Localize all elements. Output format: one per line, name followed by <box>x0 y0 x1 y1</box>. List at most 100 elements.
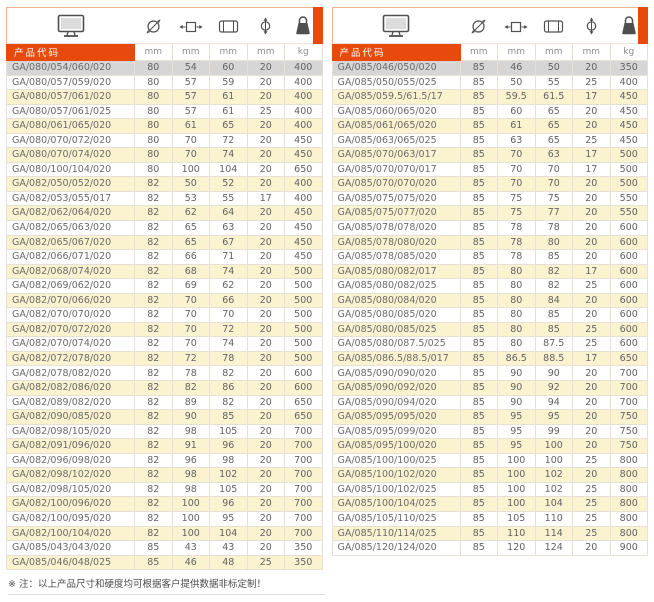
table-row: GA/085/100/104/025 85 100 104 25 800 <box>331 496 648 512</box>
value-cell: 61 <box>209 89 248 105</box>
table-row: GA/082/078/082/020 82 78 82 20 600 <box>6 365 323 382</box>
value-cell: 450 <box>609 118 648 134</box>
value-cell: 82 <box>134 394 173 411</box>
value-cell: 78 <box>209 350 248 367</box>
product-code-cell: GA/085/070/070/020 <box>331 176 461 192</box>
value-cell: 100 <box>497 467 536 483</box>
value-cell: 80 <box>134 147 173 163</box>
value-cell: 20 <box>246 423 285 440</box>
value-cell: 80 <box>134 103 173 120</box>
value-cell: 82 <box>134 249 173 265</box>
spec-table-left: 产品代码 mm mm mm mm kg GA/080/054/060/020 80… <box>6 7 323 571</box>
product-code-cell: GA/082/070/070/020 <box>6 307 135 323</box>
value-cell: 82 <box>134 176 173 192</box>
table-row: GA/082/066/071/020 82 66 71 20 450 <box>6 249 323 265</box>
table-row: GA/080/057/059/020 80 57 59 20 400 <box>6 74 323 91</box>
value-cell: 600 <box>609 336 648 352</box>
value-cell: 500 <box>284 307 323 323</box>
value-cell: 600 <box>284 365 323 382</box>
value-cell: 700 <box>609 365 648 382</box>
width-icon <box>504 20 528 34</box>
value-cell: 600 <box>609 220 648 236</box>
value-cell: 124 <box>534 540 573 556</box>
product-code-cell: GA/082/070/074/020 <box>6 336 135 352</box>
value-cell: 85 <box>459 89 498 105</box>
value-cell: 25 <box>572 481 611 498</box>
product-code-cell: GA/080/057/061/025 <box>6 103 135 120</box>
product-code-cell: GA/082/098/105/020 <box>6 423 135 440</box>
value-cell: 63 <box>209 220 248 236</box>
value-cell: 66 <box>171 249 210 265</box>
value-cell: 450 <box>284 249 323 265</box>
value-cell: 25 <box>572 452 611 469</box>
value-cell: 82 <box>134 263 173 280</box>
product-code-cell: GA/082/096/098/020 <box>6 452 135 469</box>
value-cell: 25 <box>572 321 611 338</box>
value-cell: 20 <box>572 394 611 411</box>
value-cell: 600 <box>609 321 648 338</box>
value-cell: 20 <box>246 350 285 367</box>
table-row: GA/082/065/067/020 82 65 67 20 450 <box>6 234 323 251</box>
value-cell: 20 <box>246 525 285 542</box>
value-cell: 71 <box>209 249 248 265</box>
table-row: GA/085/090/090/020 85 90 90 20 700 <box>331 365 648 382</box>
value-cell: 48 <box>209 554 248 571</box>
value-cell: 60 <box>497 103 536 120</box>
value-cell: 25 <box>572 132 611 149</box>
value-cell: 85 <box>459 307 498 323</box>
value-cell: 17 <box>246 190 285 207</box>
value-cell: 450 <box>609 89 648 105</box>
unit-label: mm <box>534 43 573 61</box>
value-cell: 65 <box>534 103 573 120</box>
value-cell: 66 <box>209 292 248 309</box>
value-cell: 85 <box>459 336 498 352</box>
value-cell: 94 <box>534 394 573 411</box>
value-cell: 25 <box>246 103 285 120</box>
product-code-cell: GA/085/060/065/020 <box>331 103 461 120</box>
value-cell: 54 <box>171 60 210 76</box>
value-cell: 80 <box>497 321 536 338</box>
table-row: GA/085/063/065/025 85 63 65 25 450 <box>331 132 648 149</box>
value-cell: 500 <box>284 321 323 338</box>
value-cell: 85 <box>209 409 248 425</box>
table-row: GA/085/110/114/025 85 110 114 25 800 <box>331 525 648 542</box>
product-code-cell: GA/085/095/100/020 <box>331 438 461 454</box>
product-code-cell: GA/085/078/078/020 <box>331 220 461 236</box>
product-code-cell: GA/080/057/061/020 <box>6 89 135 105</box>
value-cell: 700 <box>284 467 323 483</box>
value-cell: 70 <box>171 336 210 352</box>
value-cell: 85 <box>459 161 498 178</box>
product-code-cell: GA/080/057/059/020 <box>6 74 135 91</box>
value-cell: 104 <box>209 161 248 178</box>
value-cell: 80 <box>497 307 536 323</box>
value-cell: 25 <box>572 336 611 352</box>
value-cell: 85 <box>459 467 498 483</box>
value-cell: 63 <box>534 147 573 163</box>
header-icon-row <box>332 7 648 44</box>
value-cell: 82 <box>134 467 173 483</box>
value-cell: 20 <box>572 409 611 425</box>
product-code-cell: GA/082/065/067/020 <box>6 234 135 251</box>
value-cell: 20 <box>246 249 285 265</box>
value-cell: 25 <box>572 496 611 512</box>
value-cell: 90 <box>534 365 573 382</box>
table-row: GA/085/060/065/020 85 60 65 20 450 <box>331 103 648 120</box>
table-row: GA/085/075/075/020 85 75 75 20 550 <box>331 190 648 207</box>
product-code-cell: GA/085/080/082/017 <box>331 263 461 280</box>
value-cell: 96 <box>171 452 210 469</box>
value-cell: 65 <box>171 220 210 236</box>
table-row: GA/082/050/052/020 82 50 52 20 400 <box>6 176 323 192</box>
table-row: GA/085/080/082/025 85 80 82 25 600 <box>331 278 648 294</box>
value-cell: 20 <box>246 161 285 178</box>
table-row: GA/085/070/063/017 85 70 63 17 500 <box>331 147 648 163</box>
value-cell: 20 <box>572 467 611 483</box>
weight-icon <box>294 16 312 36</box>
value-cell: 600 <box>609 234 648 251</box>
table-row: GA/085/078/085/020 85 78 85 20 600 <box>331 249 648 265</box>
table-row: GA/082/072/078/020 82 72 78 20 500 <box>6 350 323 367</box>
value-cell: 650 <box>284 161 323 178</box>
value-cell: 20 <box>572 103 611 120</box>
product-code-cell: GA/082/070/066/020 <box>6 292 135 309</box>
value-cell: 82 <box>134 321 173 338</box>
value-cell: 82 <box>534 278 573 294</box>
